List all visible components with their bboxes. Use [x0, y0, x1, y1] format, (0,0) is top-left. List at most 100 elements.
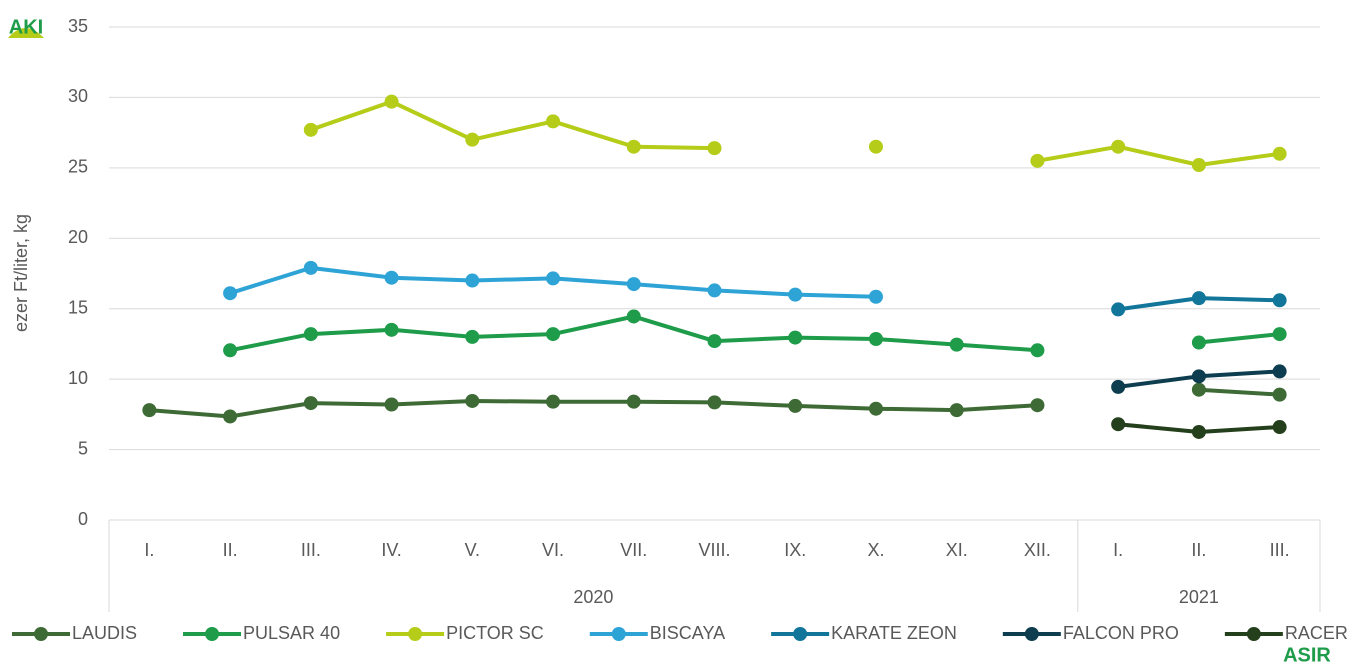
- data-point: [1111, 139, 1126, 154]
- data-point: [546, 271, 561, 286]
- data-point: [465, 132, 480, 147]
- data-point: [546, 394, 561, 409]
- x-tick-label: XII.: [1024, 540, 1051, 560]
- data-point: [626, 394, 641, 409]
- group-label: 2021: [1179, 587, 1219, 607]
- data-point: [384, 270, 399, 285]
- legend-marker: [611, 627, 626, 641]
- data-point: [465, 273, 480, 288]
- data-point: [1272, 387, 1287, 402]
- data-point: [949, 403, 964, 418]
- data-point: [223, 286, 238, 301]
- x-tick-label: II.: [223, 540, 238, 560]
- data-point: [303, 327, 318, 342]
- data-point: [788, 398, 803, 413]
- legend-marker: [34, 627, 48, 641]
- data-point: [1111, 417, 1126, 432]
- data-point: [303, 396, 318, 411]
- aki-logo: AKI: [8, 16, 44, 38]
- y-tick-label: 5: [78, 438, 88, 458]
- legend-label: PICTOR SC: [446, 623, 544, 643]
- x-tick-label: I.: [1113, 540, 1123, 560]
- legend-label: LAUDIS: [72, 623, 137, 643]
- legend-marker: [793, 627, 808, 641]
- data-point: [788, 287, 803, 302]
- data-point: [1111, 302, 1126, 317]
- data-point: [303, 122, 318, 137]
- data-point: [707, 283, 722, 298]
- y-axis-label: ezer Ft/liter, kg: [11, 214, 31, 332]
- y-tick-label: 30: [68, 86, 88, 106]
- legend-marker: [1024, 627, 1039, 641]
- data-point: [1030, 153, 1045, 168]
- data-point: [1191, 424, 1206, 439]
- data-point: [384, 322, 399, 337]
- data-point: [788, 330, 803, 345]
- data-point: [546, 327, 561, 342]
- data-point: [1030, 398, 1045, 413]
- data-point: [1191, 291, 1206, 306]
- logo-text: ASIR: [1283, 644, 1331, 666]
- y-tick-label: 25: [68, 157, 88, 177]
- legend-label: BISCAYA: [650, 623, 725, 643]
- x-tick-label: V.: [465, 540, 480, 560]
- x-tick-label: XI.: [946, 540, 968, 560]
- group-label: 2020: [573, 587, 613, 607]
- data-point: [707, 141, 722, 156]
- y-tick-label: 0: [78, 509, 88, 529]
- y-tick-label: 35: [68, 16, 88, 36]
- legend-label: PULSAR 40: [243, 623, 340, 643]
- data-point: [1191, 335, 1206, 350]
- legend-label: FALCON PRO: [1063, 623, 1179, 643]
- data-point: [1191, 382, 1206, 397]
- asir-logo: ASIR: [1283, 644, 1331, 666]
- data-point: [868, 401, 883, 416]
- data-point: [1030, 343, 1045, 358]
- data-point: [1272, 293, 1287, 308]
- data-point: [1191, 369, 1206, 384]
- data-point: [626, 277, 641, 292]
- legend-marker: [408, 627, 423, 641]
- data-point: [949, 337, 964, 352]
- x-tick-label: II.: [1191, 540, 1206, 560]
- data-point: [465, 393, 480, 408]
- data-point: [626, 139, 641, 154]
- data-point: [626, 309, 641, 324]
- x-tick-label: VII.: [620, 540, 647, 560]
- data-point: [384, 94, 399, 109]
- data-point: [1111, 379, 1126, 394]
- data-point: [223, 409, 238, 424]
- data-point: [1272, 327, 1287, 342]
- data-point: [142, 403, 157, 418]
- x-tick-label: III.: [301, 540, 321, 560]
- data-point: [868, 289, 883, 304]
- data-point: [1272, 146, 1287, 161]
- data-point: [384, 397, 399, 412]
- legend-label: KARATE ZEON: [831, 623, 957, 643]
- data-point: [546, 114, 561, 129]
- data-point: [868, 139, 883, 154]
- series-line: [310, 99, 1280, 167]
- x-tick-label: X.: [867, 540, 884, 560]
- legend-marker: [1246, 627, 1261, 641]
- data-point: [1272, 364, 1287, 379]
- legend-label: RACER: [1285, 623, 1348, 643]
- legend-marker: [205, 627, 220, 641]
- data-point: [707, 334, 722, 349]
- x-tick-label: I.: [144, 540, 154, 560]
- y-tick-label: 10: [68, 368, 88, 388]
- data-point: [1272, 420, 1287, 435]
- x-tick-label: III.: [1270, 540, 1290, 560]
- data-point: [465, 329, 480, 344]
- data-point: [223, 343, 238, 358]
- data-point: [1191, 158, 1206, 173]
- x-tick-label: IX.: [784, 540, 806, 560]
- x-tick-label: VI.: [542, 540, 564, 560]
- y-tick-label: 15: [68, 297, 88, 317]
- data-point: [303, 260, 318, 275]
- x-tick-label: IV.: [381, 540, 401, 560]
- y-tick-label: 20: [68, 227, 88, 247]
- data-point: [707, 395, 722, 410]
- logo-text: AKI: [9, 16, 43, 38]
